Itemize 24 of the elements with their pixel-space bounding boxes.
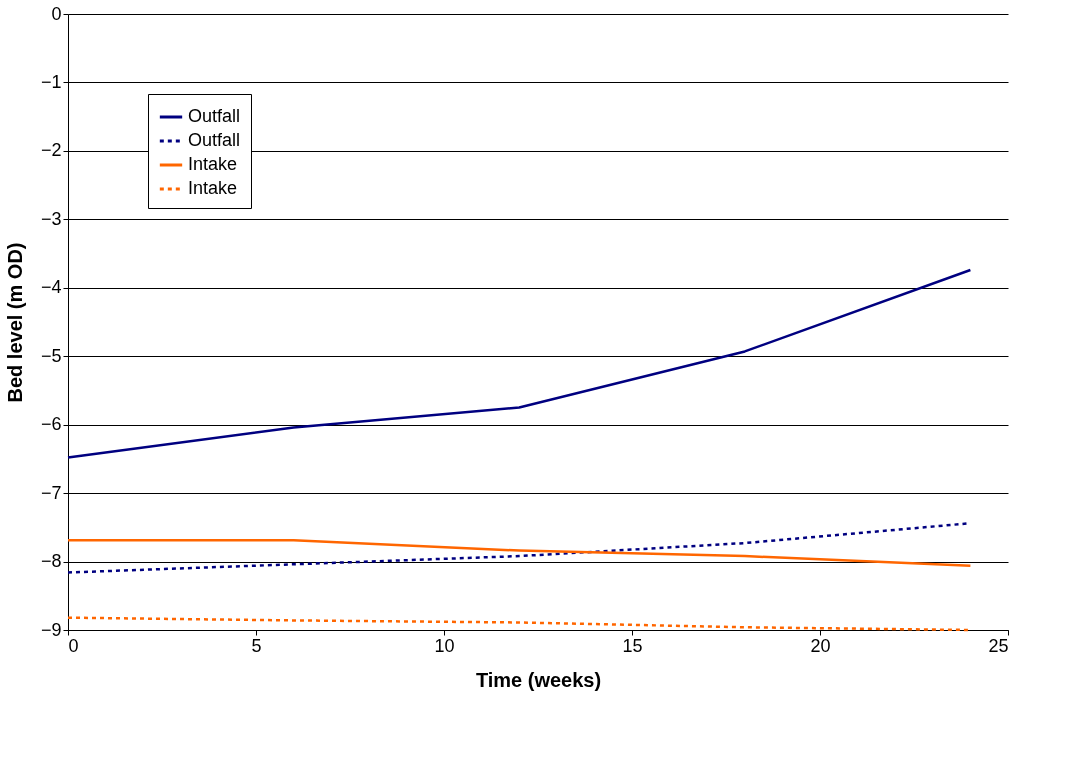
y-tick-label: −4 [40, 277, 62, 298]
x-axis-title: Time (weeks) [475, 668, 602, 691]
y-tick-label: −9 [40, 619, 62, 640]
y-tick-label: −5 [40, 345, 62, 366]
line-series [66, 539, 972, 567]
x-tick-label: 15 [622, 635, 643, 656]
x-tick-label: 5 [251, 635, 262, 656]
y-axis-title: Bed level (m OD) [3, 242, 26, 403]
legend-label: Outfall [188, 106, 241, 126]
legend-label: Outfall [188, 130, 241, 150]
y-tick-label: −8 [40, 551, 62, 572]
y-tick-label: −2 [40, 140, 62, 161]
line-series [66, 268, 972, 459]
legend-label: Intake [188, 154, 238, 174]
y-tick-label: −3 [40, 208, 62, 229]
x-tick-label: 0 [68, 635, 79, 656]
y-tick-label: −1 [40, 71, 62, 92]
y-tick-label: 0 [51, 3, 62, 24]
legend-label: Intake [188, 178, 238, 198]
x-tick-label: 10 [434, 635, 455, 656]
y-tick-label: −7 [40, 482, 62, 503]
y-tick-label: −6 [40, 414, 62, 435]
x-tick-label: 25 [988, 635, 1009, 656]
x-tick-label: 20 [810, 635, 831, 656]
